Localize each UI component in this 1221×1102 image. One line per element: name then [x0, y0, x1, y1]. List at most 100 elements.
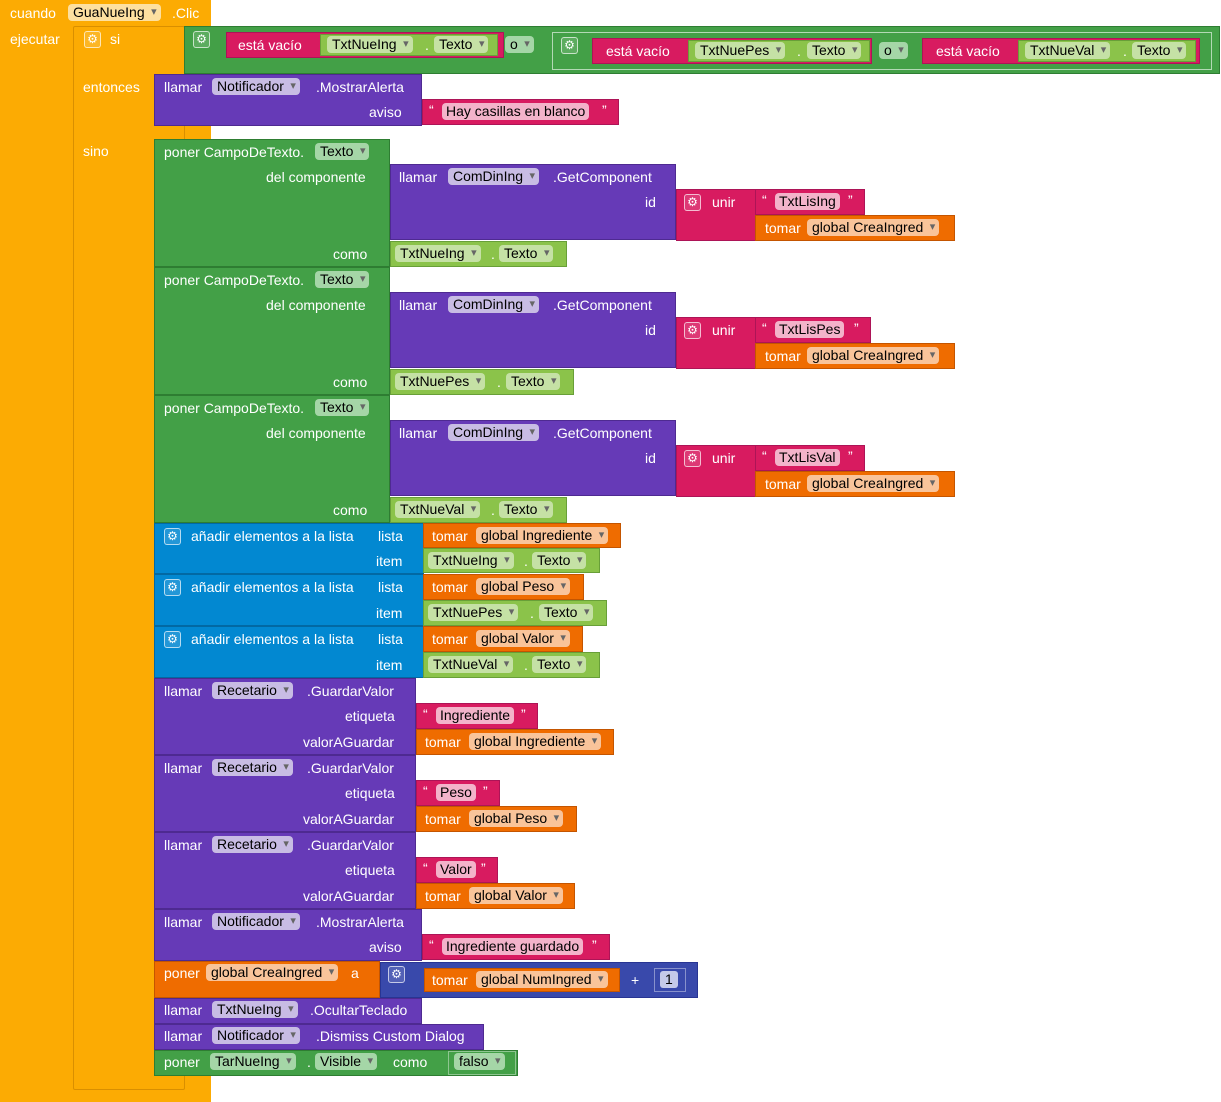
set-value-comp-2[interactable]: TxtNuePes: [395, 373, 486, 390]
get-component-dropdown-3[interactable]: ComDinIng: [448, 424, 540, 441]
join-get-var-2[interactable]: global CreaIngred: [807, 347, 940, 364]
then-text-value[interactable]: Hay casillas en blanco: [442, 103, 590, 120]
set-visible-component[interactable]: TarNueIng: [210, 1053, 296, 1070]
or-gear-icon[interactable]: ⚙: [193, 31, 210, 48]
set-generic-prop-3[interactable]: Texto: [315, 399, 370, 416]
set-value-dot-3: .: [491, 502, 495, 518]
store-call-1: llamar: [164, 683, 203, 699]
event-component-dropdown[interactable]: GuaNueIng: [68, 4, 161, 21]
cond3-component-dropdown[interactable]: TxtNueVal: [1025, 42, 1111, 59]
cond3-prop-dropdown[interactable]: Texto: [1132, 42, 1187, 59]
cond2-component-dropdown[interactable]: TxtNuePes: [695, 42, 786, 59]
join-gear-icon-1[interactable]: ⚙: [684, 194, 701, 211]
store-method-1: .GuardarValor: [307, 683, 394, 699]
store-call-2: llamar: [164, 760, 203, 776]
add-math-gear-icon[interactable]: ⚙: [388, 966, 405, 983]
add-items-gear-icon-1[interactable]: ⚙: [164, 528, 181, 545]
set-value-prop-1[interactable]: Texto: [499, 245, 554, 262]
set-value-prop-2[interactable]: Texto: [506, 373, 561, 390]
add-items-prop-2[interactable]: Texto: [539, 604, 594, 621]
join-block-2[interactable]: [676, 317, 756, 369]
join-get-var-1[interactable]: global CreaIngred: [807, 219, 940, 236]
cond1-component-dropdown[interactable]: TxtNueIng: [327, 36, 413, 53]
inner-or-gear-icon[interactable]: ⚙: [561, 37, 578, 54]
get-component-dropdown-1[interactable]: ComDinIng: [448, 168, 540, 185]
add-items-prop-1[interactable]: Texto: [532, 552, 587, 569]
hide-keyboard-component[interactable]: TxtNueIng: [212, 1001, 298, 1018]
set-generic-prop-2[interactable]: Texto: [315, 271, 370, 288]
add-items-comp-2[interactable]: TxtNuePes: [428, 604, 519, 621]
add-math-get-label: tomar: [432, 972, 468, 988]
store-tag-value-2[interactable]: Peso: [436, 784, 476, 801]
store-tag-value-1[interactable]: Ingrediente: [436, 707, 515, 724]
store-get-var-1[interactable]: global Ingrediente: [469, 733, 602, 750]
cond1-prop-dropdown[interactable]: Texto: [434, 36, 489, 53]
saved-alert-component[interactable]: Notificador: [212, 913, 300, 930]
saved-alert-open-quote: “: [429, 937, 434, 953]
add-items-get-label-2: tomar: [432, 579, 468, 595]
dismiss-dialog-method: .Dismiss Custom Dialog: [316, 1028, 465, 1044]
set-value-prop-3[interactable]: Texto: [499, 501, 554, 518]
saved-alert-text[interactable]: Ingrediente guardado: [442, 938, 584, 955]
join-get-var-3[interactable]: global CreaIngred: [807, 475, 940, 492]
store-component-1[interactable]: Recetario: [212, 682, 293, 699]
add-items-var-1[interactable]: global Ingrediente: [476, 527, 609, 544]
add-items-var-2[interactable]: global Peso: [476, 578, 571, 595]
then-label: entonces: [83, 79, 140, 95]
store-get-var-2[interactable]: global Peso: [469, 810, 564, 827]
join-str-value-2[interactable]: TxtLisPes: [775, 321, 845, 338]
add-items-comp-3[interactable]: TxtNueVal: [428, 656, 514, 673]
store-get-var-3[interactable]: global Valor: [469, 887, 563, 904]
add-items-label-2: añadir elementos a la lista: [191, 579, 354, 595]
join-str-value-3[interactable]: TxtLisVal: [775, 449, 840, 466]
false-value[interactable]: falso: [454, 1053, 505, 1070]
store-val-label-1: valorAGuardar: [303, 734, 395, 750]
else-label: sino: [83, 143, 109, 159]
set-generic-block-1[interactable]: [154, 139, 390, 267]
add-items-block-1[interactable]: [154, 523, 424, 574]
add-items-gear-icon-2[interactable]: ⚙: [164, 579, 181, 596]
join-gear-icon-3[interactable]: ⚙: [684, 450, 701, 467]
event-when-label: cuando: [10, 5, 56, 21]
dismiss-dialog-call: llamar: [164, 1028, 203, 1044]
add-items-var-3[interactable]: global Valor: [476, 630, 570, 647]
set-value-comp-1[interactable]: TxtNueIng: [395, 245, 481, 262]
add-items-prop-3[interactable]: Texto: [532, 656, 587, 673]
saved-alert-close-quote: ”: [592, 937, 597, 953]
of-component-label-1: del componente: [266, 169, 366, 185]
add-items-block-2[interactable]: [154, 574, 424, 626]
add-items-gear-icon-3[interactable]: ⚙: [164, 631, 181, 648]
set-visible-to-label: como: [393, 1054, 428, 1070]
set-value-comp-3[interactable]: TxtNueVal: [395, 501, 481, 518]
add-items-list-label-2: lista: [378, 579, 403, 595]
cond2-prop-dropdown[interactable]: Texto: [807, 42, 862, 59]
store-tag-value-3[interactable]: Valor: [436, 861, 476, 878]
add-items-block-3[interactable]: [154, 626, 424, 678]
add-math-get-var[interactable]: global NumIngred: [476, 971, 608, 988]
join-str-close-quote-3: ”: [848, 448, 853, 464]
join-gear-icon-2[interactable]: ⚙: [684, 322, 701, 339]
cond2-dot: .: [797, 43, 801, 59]
set-generic-block-2[interactable]: [154, 267, 390, 395]
join-block-3[interactable]: [676, 445, 756, 497]
store-component-2[interactable]: Recetario: [212, 759, 293, 776]
to-label-2: como: [333, 374, 368, 390]
saved-alert-method: .MostrarAlerta: [316, 914, 404, 930]
id-label-1: id: [645, 194, 656, 210]
add-items-label-1: añadir elementos a la lista: [191, 528, 354, 544]
or-operator-dropdown[interactable]: o: [505, 36, 534, 53]
if-gear-icon[interactable]: ⚙: [84, 31, 101, 48]
inner-or-operator-dropdown[interactable]: o: [879, 42, 908, 59]
get-component-dropdown-2[interactable]: ComDinIng: [448, 296, 540, 313]
join-str-value-1[interactable]: TxtLisIng: [775, 193, 840, 210]
add-items-comp-1[interactable]: TxtNueIng: [428, 552, 514, 569]
set-var-dropdown[interactable]: global CreaIngred: [206, 964, 339, 981]
set-generic-block-3[interactable]: [154, 395, 390, 523]
set-generic-prop-1[interactable]: Texto: [315, 143, 370, 160]
dismiss-dialog-component[interactable]: Notificador: [212, 1027, 300, 1044]
dismiss-dialog-block[interactable]: [154, 1024, 484, 1050]
store-component-3[interactable]: Recetario: [212, 836, 293, 853]
then-component-dropdown[interactable]: Notificador: [212, 78, 300, 95]
set-visible-prop[interactable]: Visible: [315, 1053, 377, 1070]
number-value[interactable]: 1: [660, 971, 678, 988]
